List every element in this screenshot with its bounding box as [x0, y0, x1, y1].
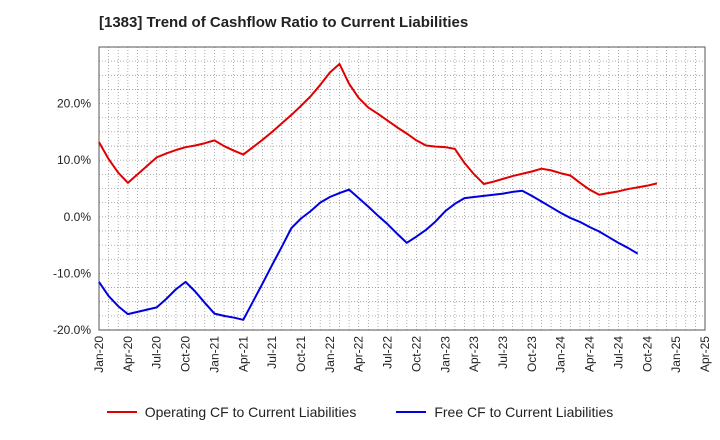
grid-lines [99, 47, 705, 330]
series-line-free-cf [98, 188, 639, 321]
line-chart: 20.0%10.0%0.0%-10.0%-20.0% Jan-20 Apr-20 J… [53, 46, 712, 373]
legend-swatch-operating-cf [106, 411, 137, 413]
series-line-operating-cf [98, 62, 658, 196]
x-tick-label: Jan-20 [92, 336, 106, 373]
legend: Operating CF to Current Liabilities Free… [0, 404, 720, 420]
y-axis-tick-labels: 20.0% 10.0% 0.0% -10.0% -20.0% [53, 97, 91, 337]
x-tick-label: Jul-24 [611, 336, 625, 369]
x-tick-label: Apr-21 [236, 336, 250, 372]
y-tick-label: -20.0% [53, 323, 91, 337]
x-tick-label: Jan-22 [323, 336, 337, 373]
x-tick-label: Jul-22 [381, 336, 395, 369]
x-tick-label: Jul-23 [496, 336, 510, 369]
legend-swatch-free-cf [396, 411, 427, 413]
x-tick-label: Apr-23 [467, 336, 481, 372]
y-tick-label: 10.0% [57, 153, 91, 167]
legend-item-operating-cf: Operating CF to Current Liabilities [106, 404, 357, 420]
x-tick-label: Oct-24 [640, 336, 654, 372]
x-tick-label: Jan-24 [554, 336, 568, 373]
chart-title: [1383] Trend of Cashflow Ratio to Curren… [99, 14, 469, 31]
x-axis-tick-labels: Jan-20 Apr-20 Jul-20 Oct-20 Jan-21 Apr-21 Jul-… [92, 336, 712, 373]
x-tick-label: Apr-20 [121, 336, 135, 372]
legend-item-free-cf: Free CF to Current Liabilities [396, 404, 613, 420]
y-tick-label: 0.0% [64, 210, 92, 224]
x-tick-label: Oct-23 [525, 336, 539, 372]
x-tick-label: Apr-22 [352, 336, 366, 372]
x-tick-label: Oct-20 [179, 336, 193, 372]
x-tick-label: Jan-25 [669, 336, 683, 373]
legend-label-operating-cf: Operating CF to Current Liabilities [144, 404, 357, 420]
x-tick-label: Apr-25 [698, 336, 712, 372]
x-tick-label: Oct-21 [294, 336, 308, 372]
x-tick-label: Jan-21 [207, 336, 221, 373]
x-tick-label: Oct-22 [409, 336, 423, 372]
series-lines [98, 62, 658, 321]
x-tick-label: Jan-23 [438, 336, 452, 373]
legend-label-free-cf: Free CF to Current Liabilities [434, 404, 614, 420]
plot-area-frame [98, 46, 706, 331]
x-tick-label: Jul-21 [265, 336, 279, 369]
x-tick-label: Jul-20 [150, 336, 164, 369]
y-tick-label: -10.0% [53, 266, 91, 280]
y-tick-label: 20.0% [57, 97, 91, 111]
x-tick-label: Apr-24 [583, 336, 597, 372]
